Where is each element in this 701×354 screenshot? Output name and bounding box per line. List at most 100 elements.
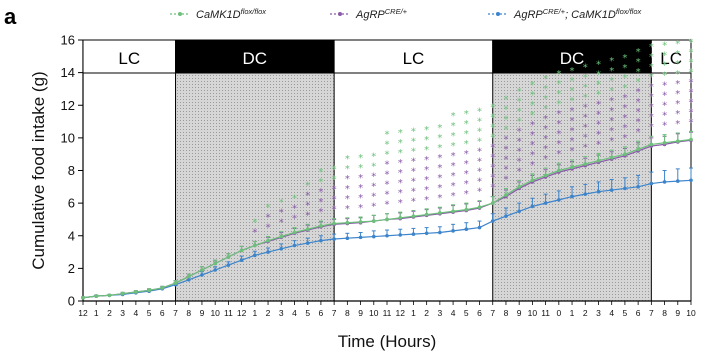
- data-point: [332, 237, 336, 241]
- star-purple: *: [477, 167, 482, 178]
- x-tick-label: 3: [596, 308, 601, 318]
- star-green: *: [622, 53, 627, 64]
- star-green: *: [411, 146, 416, 157]
- cycle-band: [333, 39, 494, 74]
- data-point: [490, 219, 495, 223]
- star-green: *: [398, 128, 403, 139]
- x-tick-label: 2: [424, 308, 429, 318]
- x-tick-label: 9: [200, 308, 205, 318]
- data-point: [358, 235, 363, 240]
- data-point: [266, 238, 270, 243]
- star-green: *: [371, 161, 376, 172]
- y-tick-label: 4: [68, 228, 75, 243]
- star-green: *: [570, 76, 575, 87]
- star-green: *: [517, 116, 522, 127]
- star-green: *: [636, 47, 641, 58]
- star-purple: *: [570, 116, 575, 127]
- star-green: *: [464, 119, 469, 130]
- star-purple: *: [411, 186, 416, 197]
- star-purple: *: [252, 227, 257, 238]
- star-purple: *: [477, 147, 482, 158]
- star-purple: *: [464, 189, 469, 200]
- star-purple: *: [662, 111, 667, 122]
- x-tick-label: 12: [395, 308, 405, 318]
- star-green: *: [675, 59, 680, 70]
- star-green: *: [530, 80, 535, 91]
- legend-item: AgRPCRE/+: [330, 7, 408, 21]
- star-green: *: [424, 125, 429, 136]
- x-tick-label: 7: [649, 308, 654, 318]
- data-point: [319, 224, 323, 228]
- data-point: [609, 155, 614, 160]
- data-point: [305, 227, 310, 232]
- x-tick-label: 9: [358, 308, 363, 318]
- star-purple: *: [556, 129, 561, 140]
- data-point: [371, 219, 376, 223]
- star-purple: *: [358, 173, 363, 184]
- cycle-band-label: LC: [660, 49, 682, 68]
- star-purple: *: [596, 99, 601, 110]
- x-tick-label: 5: [464, 308, 469, 318]
- data-point: [186, 277, 191, 282]
- x-tick-label: 9: [517, 308, 522, 318]
- data-point: [398, 233, 403, 237]
- star-green: *: [583, 93, 588, 104]
- star-purple: *: [556, 139, 561, 150]
- data-point: [226, 263, 231, 267]
- star-green: *: [675, 39, 680, 50]
- x-tick-label: 10: [210, 308, 220, 318]
- star-purple: *: [464, 149, 469, 160]
- star-purple: *: [609, 136, 614, 147]
- star-purple: *: [490, 163, 495, 174]
- star-purple: *: [636, 87, 641, 98]
- star-green: *: [437, 123, 442, 134]
- star-green: *: [437, 143, 442, 154]
- y-tick-label: 8: [68, 163, 75, 178]
- star-green: *: [517, 96, 522, 107]
- legend-item: CaMK1Dflox/flox: [170, 7, 266, 21]
- data-point: [583, 192, 588, 196]
- star-purple: *: [398, 198, 403, 209]
- data-point: [438, 230, 442, 235]
- star-purple: *: [583, 143, 588, 154]
- star-green: *: [662, 41, 667, 52]
- star-green: *: [649, 62, 654, 73]
- star-purple: *: [689, 87, 694, 98]
- star-green: *: [490, 103, 495, 114]
- star-green: *: [451, 141, 456, 152]
- star-purple: *: [490, 183, 495, 194]
- star-purple: *: [622, 133, 627, 144]
- data-point: [504, 193, 508, 197]
- data-point: [173, 281, 178, 285]
- star-green: *: [662, 61, 667, 72]
- x-tick-label: 4: [292, 308, 297, 318]
- star-purple: *: [530, 130, 535, 141]
- star-green: *: [649, 52, 654, 63]
- star-purple: *: [266, 223, 271, 234]
- star-purple: *: [570, 146, 575, 157]
- star-purple: *: [662, 101, 667, 112]
- x-tick-label: 6: [636, 308, 641, 318]
- star-purple: *: [398, 188, 403, 199]
- star-purple: *: [675, 119, 680, 130]
- star-green: *: [556, 79, 561, 90]
- star-purple: *: [662, 121, 667, 132]
- data-point: [385, 233, 389, 238]
- star-green: *: [596, 79, 601, 90]
- x-tick-label: 5: [623, 308, 628, 318]
- data-point: [649, 181, 654, 186]
- data-point: [623, 186, 627, 191]
- x-tick-label: 10: [369, 308, 379, 318]
- star-green: *: [530, 110, 535, 121]
- star-purple: *: [318, 187, 323, 198]
- star-green: *: [279, 198, 284, 209]
- star-green: *: [609, 76, 614, 87]
- star-purple: *: [477, 187, 482, 198]
- y-tick-label: 10: [61, 130, 75, 145]
- star-purple: *: [609, 96, 614, 107]
- data-point: [424, 231, 429, 236]
- x-axis-label: Time (Hours): [338, 332, 437, 351]
- star-green: *: [675, 49, 680, 60]
- star-purple: *: [517, 126, 522, 137]
